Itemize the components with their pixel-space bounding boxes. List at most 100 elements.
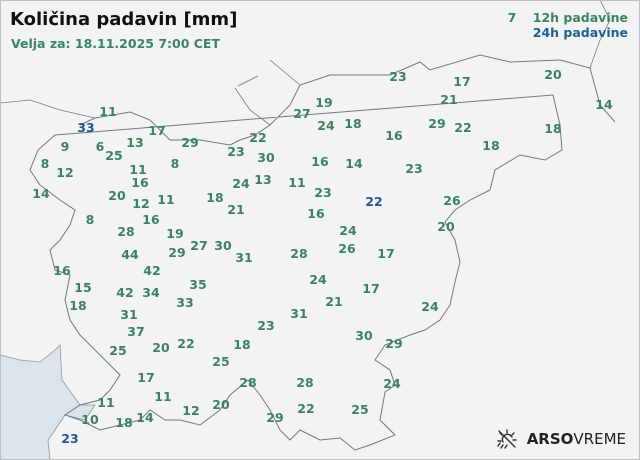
station-value-12h: 28 xyxy=(239,374,257,390)
station-value-24h: 22 xyxy=(365,193,383,209)
station-value-12h: 9 xyxy=(60,138,70,154)
station-value-12h: 11 xyxy=(97,394,115,410)
station-value-12h: 42 xyxy=(116,284,134,300)
station-value-12h: 28 xyxy=(117,223,135,239)
station-value-12h: 29 xyxy=(181,134,199,150)
station-value-12h: 44 xyxy=(121,246,139,262)
station-value-12h: 29 xyxy=(385,335,403,351)
station-value-12h: 10 xyxy=(81,411,99,427)
station-value-12h: 22 xyxy=(454,119,472,135)
station-value-12h: 15 xyxy=(74,279,92,295)
station-value-12h: 14 xyxy=(595,96,613,112)
country-border-north xyxy=(0,0,611,126)
station-value-12h: 16 xyxy=(131,174,149,190)
station-value-12h: 21 xyxy=(227,201,245,217)
station-value-12h: 17 xyxy=(453,73,471,89)
station-value-12h: 12 xyxy=(132,195,150,211)
station-value-12h: 8 xyxy=(85,211,95,227)
brand-light: VREME xyxy=(573,430,626,448)
station-value-12h: 20 xyxy=(544,66,562,82)
station-value-12h: 7 xyxy=(507,9,517,25)
station-value-12h: 24 xyxy=(232,175,250,191)
station-value-12h: 13 xyxy=(126,134,144,150)
station-value-12h: 8 xyxy=(40,155,50,171)
station-value-12h: 29 xyxy=(168,244,186,260)
legend: 12h padavine 24h padavine xyxy=(533,10,628,40)
station-value-12h: 16 xyxy=(53,262,71,278)
brand-bold: ARSO xyxy=(526,430,574,448)
station-value-12h: 25 xyxy=(109,342,127,358)
station-value-12h: 31 xyxy=(120,306,138,322)
station-value-12h: 17 xyxy=(137,369,155,385)
station-value-12h: 29 xyxy=(266,409,284,425)
station-value-12h: 23 xyxy=(389,68,407,84)
slovenia-border xyxy=(29,54,616,451)
station-value-12h: 24 xyxy=(421,298,439,314)
station-value-12h: 16 xyxy=(385,127,403,143)
map-title: Količina padavin [mm] xyxy=(10,9,238,30)
station-value-12h: 19 xyxy=(166,225,184,241)
lake xyxy=(237,75,259,87)
station-value-12h: 25 xyxy=(212,353,230,369)
station-value-12h: 27 xyxy=(190,237,208,253)
legend-24h: 24h padavine xyxy=(532,25,628,40)
station-value-12h: 22 xyxy=(249,129,267,145)
station-value-12h: 13 xyxy=(254,171,272,187)
station-value-24h: 23 xyxy=(61,430,79,446)
station-value-12h: 27 xyxy=(293,105,311,121)
station-value-24h: 33 xyxy=(77,119,95,135)
station-value-12h: 14 xyxy=(345,155,363,171)
station-value-12h: 22 xyxy=(177,335,195,351)
station-value-12h: 28 xyxy=(296,374,314,390)
station-value-12h: 20 xyxy=(152,339,170,355)
station-value-12h: 18 xyxy=(344,115,362,131)
station-value-12h: 17 xyxy=(377,245,395,261)
station-value-12h: 18 xyxy=(233,336,251,352)
station-value-12h: 18 xyxy=(69,297,87,313)
station-value-12h: 14 xyxy=(136,409,154,425)
station-value-12h: 19 xyxy=(315,94,333,110)
station-value-12h: 6 xyxy=(95,138,105,154)
station-value-12h: 11 xyxy=(129,161,147,177)
station-value-12h: 26 xyxy=(443,192,461,208)
station-value-12h: 17 xyxy=(362,280,380,296)
station-value-12h: 23 xyxy=(405,160,423,176)
station-value-12h: 30 xyxy=(355,327,373,343)
station-value-12h: 24 xyxy=(383,375,401,391)
station-value-12h: 21 xyxy=(440,91,458,107)
station-value-12h: 11 xyxy=(157,191,175,207)
station-value-12h: 18 xyxy=(544,120,562,136)
station-value-12h: 14 xyxy=(32,185,50,201)
station-value-12h: 20 xyxy=(437,218,455,234)
station-value-12h: 23 xyxy=(227,143,245,159)
station-value-12h: 12 xyxy=(56,164,74,180)
station-value-12h: 17 xyxy=(148,122,166,138)
station-value-12h: 18 xyxy=(482,137,500,153)
arso-vreme-logo[interactable]: ARSOVREME xyxy=(495,429,626,449)
station-value-12h: 28 xyxy=(290,245,308,261)
station-value-12h: 18 xyxy=(115,414,133,430)
sun-rain-icon xyxy=(496,429,517,449)
station-value-12h: 24 xyxy=(309,271,327,287)
station-value-12h: 34 xyxy=(142,284,160,300)
station-value-12h: 26 xyxy=(338,240,356,256)
station-value-12h: 30 xyxy=(214,237,232,253)
station-value-12h: 20 xyxy=(212,396,230,412)
station-value-12h: 31 xyxy=(235,249,253,265)
station-value-12h: 25 xyxy=(351,401,369,417)
station-value-12h: 30 xyxy=(257,149,275,165)
sea xyxy=(0,344,96,460)
valid-time: Velja za: 18.11.2025 7:00 CET xyxy=(11,36,220,51)
station-value-12h: 37 xyxy=(127,323,145,339)
station-value-12h: 11 xyxy=(154,388,172,404)
station-value-12h: 35 xyxy=(189,276,207,292)
station-value-12h: 22 xyxy=(297,400,315,416)
station-value-12h: 8 xyxy=(170,155,180,171)
station-value-12h: 24 xyxy=(317,117,335,133)
station-value-12h: 25 xyxy=(105,147,123,163)
station-value-12h: 16 xyxy=(142,211,160,227)
station-value-12h: 24 xyxy=(339,222,357,238)
station-value-12h: 33 xyxy=(176,294,194,310)
